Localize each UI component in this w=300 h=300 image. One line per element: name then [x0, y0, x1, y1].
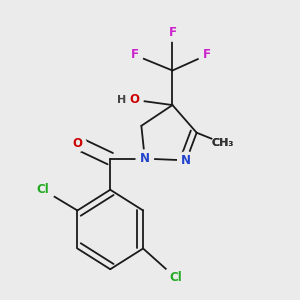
Circle shape: [114, 93, 128, 107]
Text: F: F: [203, 49, 211, 62]
Circle shape: [69, 134, 86, 152]
Circle shape: [198, 46, 216, 64]
Text: CH₃: CH₃: [212, 138, 234, 148]
Text: CH₃: CH₃: [212, 138, 234, 148]
Circle shape: [126, 91, 143, 109]
Text: Cl: Cl: [169, 272, 182, 284]
Text: O: O: [129, 93, 140, 106]
Circle shape: [178, 152, 195, 169]
Text: H: H: [117, 95, 126, 105]
Circle shape: [126, 46, 143, 64]
Text: N: N: [181, 154, 191, 167]
Circle shape: [164, 24, 181, 41]
Circle shape: [31, 178, 55, 202]
Circle shape: [164, 266, 188, 290]
Text: F: F: [130, 49, 138, 62]
Text: Cl: Cl: [37, 183, 49, 196]
Circle shape: [214, 134, 231, 152]
Text: O: O: [72, 136, 82, 150]
Circle shape: [136, 150, 154, 167]
Text: N: N: [140, 152, 150, 165]
Circle shape: [212, 133, 233, 154]
Text: F: F: [169, 26, 176, 39]
